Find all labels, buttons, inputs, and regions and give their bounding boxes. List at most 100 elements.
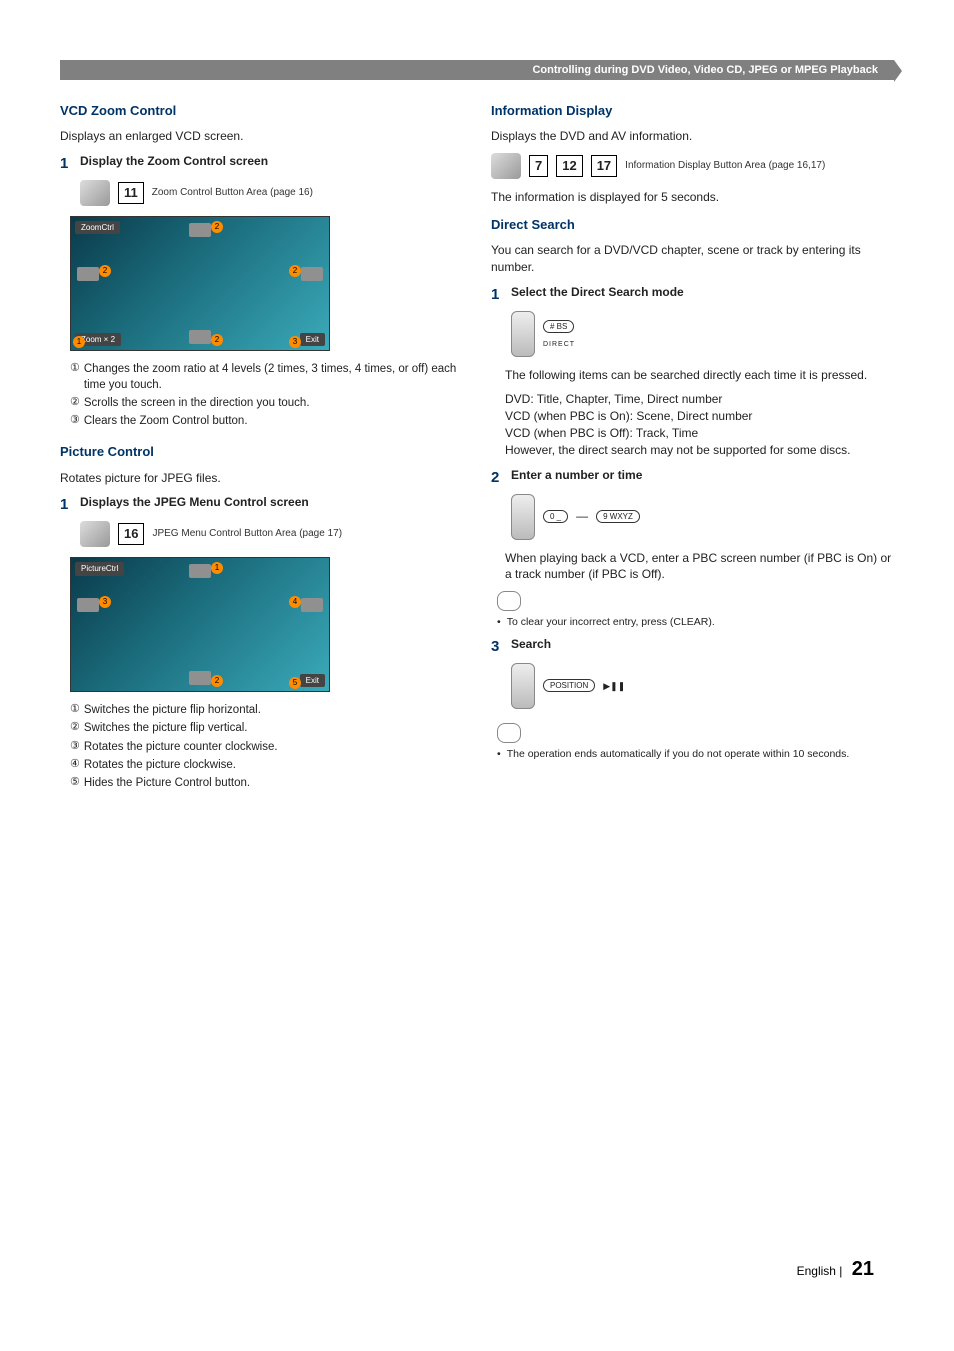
zoom-screenshot: ZoomCtrl Zoom × 2 Exit 1 2 2 2 2 3 bbox=[70, 216, 330, 351]
direct-p4: VCD (when PBC is Off): Track, Time bbox=[505, 425, 894, 442]
clear-note: • To clear your incorrect entry, press (… bbox=[497, 615, 894, 630]
badge-17: 17 bbox=[591, 155, 617, 177]
note-icon bbox=[497, 723, 521, 743]
step-label: Displays the JPEG Menu Control screen bbox=[80, 494, 309, 511]
direct-p1: The following items can be searched dire… bbox=[505, 367, 894, 384]
picture-step1: 1 Displays the JPEG Menu Control screen bbox=[60, 494, 463, 515]
key-0: 0 _ bbox=[543, 510, 568, 523]
ss-label: ZoomCtrl bbox=[75, 221, 120, 234]
ss-exit-label: Exit bbox=[300, 333, 325, 346]
hand-icon bbox=[491, 153, 521, 179]
flip-h-icon bbox=[189, 564, 211, 578]
clear-note-row bbox=[497, 591, 894, 611]
end-note-text: The operation ends automatically if you … bbox=[507, 747, 850, 762]
step-label: Search bbox=[511, 636, 551, 653]
marker-3: 3 bbox=[289, 336, 301, 348]
direct-title: Direct Search bbox=[491, 216, 894, 234]
info-title: Information Display bbox=[491, 102, 894, 120]
list-item: ②Switches the picture flip vertical. bbox=[70, 720, 463, 736]
circ-2-icon: ② bbox=[70, 720, 80, 736]
circ-1-icon: ① bbox=[70, 361, 80, 393]
info-note: The information is displayed for 5 secon… bbox=[491, 189, 894, 206]
rotate-ccw-icon bbox=[77, 598, 99, 612]
flip-v-icon bbox=[189, 671, 211, 685]
list-item: ③Rotates the picture counter clockwise. bbox=[70, 739, 463, 755]
step-number: 1 bbox=[60, 153, 74, 174]
key-hash-bs: # BS bbox=[543, 320, 574, 333]
direct-p6: When playing back a VCD, enter a PBC scr… bbox=[505, 550, 894, 584]
marker-3: 3 bbox=[99, 596, 111, 608]
direct-step1: 1 Select the Direct Search mode bbox=[491, 284, 894, 305]
header-title: Controlling during DVD Video, Video CD, … bbox=[532, 64, 878, 76]
direct-p2: DVD: Title, Chapter, Time, Direct number bbox=[505, 391, 894, 408]
info-badge-row: 7 12 17 Information Display Button Area … bbox=[491, 153, 894, 179]
step-number: 1 bbox=[60, 494, 74, 515]
arrow-down-icon bbox=[189, 330, 211, 344]
direct-desc: You can search for a DVD/VCD chapter, sc… bbox=[491, 242, 894, 276]
arrow-right-icon bbox=[301, 267, 323, 281]
rotate-cw-icon bbox=[301, 598, 323, 612]
hand-icon bbox=[80, 180, 110, 206]
key-sub: DIRECT bbox=[543, 341, 575, 348]
list-item: ④Rotates the picture clockwise. bbox=[70, 757, 463, 773]
right-column: Information Display Displays the DVD and… bbox=[491, 94, 894, 793]
key-stack: # BS DIRECT bbox=[543, 317, 575, 351]
ss-exit-label: Exit bbox=[300, 674, 325, 687]
vcd-zoom-desc: Displays an enlarged VCD screen. bbox=[60, 128, 463, 145]
item-text: Changes the zoom ratio at 4 levels (2 ti… bbox=[84, 361, 463, 393]
header-band: Controlling during DVD Video, Video CD, … bbox=[60, 60, 894, 80]
step-label: Display the Zoom Control screen bbox=[80, 153, 268, 170]
badge-caption: Zoom Control Button Area (page 16) bbox=[152, 187, 313, 199]
marker-2: 2 bbox=[211, 675, 223, 687]
circ-3-icon: ③ bbox=[70, 413, 80, 429]
picture-screenshot: PictureCtrl Exit 1 2 3 4 5 bbox=[70, 557, 330, 692]
circ-3-icon: ③ bbox=[70, 739, 80, 755]
item-text: Rotates the picture clockwise. bbox=[84, 757, 236, 773]
item-text: Scrolls the screen in the direction you … bbox=[84, 395, 310, 411]
list-item: ⑤Hides the Picture Control button. bbox=[70, 775, 463, 791]
bullet-icon: • bbox=[497, 747, 501, 762]
page-footer: English | 21 bbox=[797, 1258, 874, 1281]
marker-2b: 2 bbox=[99, 265, 111, 277]
direct-p3: VCD (when PBC is On): Scene, Direct numb… bbox=[505, 408, 894, 425]
circ-4-icon: ④ bbox=[70, 757, 80, 773]
note-icon bbox=[497, 591, 521, 611]
list-item: ①Changes the zoom ratio at 4 levels (2 t… bbox=[70, 361, 463, 393]
step-label: Select the Direct Search mode bbox=[511, 284, 684, 301]
marker-2a: 2 bbox=[211, 221, 223, 233]
badge-caption: JPEG Menu Control Button Area (page 17) bbox=[152, 528, 342, 540]
badge-11: 11 bbox=[118, 182, 144, 204]
vcd-badge-row: 11 Zoom Control Button Area (page 16) bbox=[80, 180, 463, 206]
circ-2-icon: ② bbox=[70, 395, 80, 411]
key-position: POSITION bbox=[543, 679, 595, 692]
badge-7: 7 bbox=[529, 155, 548, 177]
ss-label: PictureCtrl bbox=[75, 562, 124, 575]
hand-icon bbox=[80, 521, 110, 547]
arrow-left-icon bbox=[77, 267, 99, 281]
badge-16: 16 bbox=[118, 523, 144, 545]
item-text: Switches the picture flip vertical. bbox=[84, 720, 248, 736]
marker-2c: 2 bbox=[289, 265, 301, 277]
direct-key1-row: # BS DIRECT bbox=[511, 311, 894, 357]
content-columns: VCD Zoom Control Displays an enlarged VC… bbox=[60, 94, 894, 793]
marker-1: 1 bbox=[73, 336, 85, 348]
picture-badge-row: 16 JPEG Menu Control Button Area (page 1… bbox=[80, 521, 463, 547]
picture-desc: Rotates picture for JPEG files. bbox=[60, 470, 463, 487]
arrow-up-icon bbox=[189, 223, 211, 237]
play-pause-icon: ▶❚❚ bbox=[603, 680, 625, 693]
step-number: 2 bbox=[491, 467, 505, 488]
item-text: Hides the Picture Control button. bbox=[84, 775, 250, 791]
marker-1: 1 bbox=[211, 562, 223, 574]
remote-icon bbox=[511, 311, 535, 357]
vcd-step1: 1 Display the Zoom Control screen bbox=[60, 153, 463, 174]
item-text: Clears the Zoom Control button. bbox=[84, 413, 248, 429]
item-text: Rotates the picture counter clockwise. bbox=[84, 739, 278, 755]
step-number: 3 bbox=[491, 636, 505, 657]
remote-icon bbox=[511, 663, 535, 709]
step-number: 1 bbox=[491, 284, 505, 305]
direct-p5: However, the direct search may not be su… bbox=[505, 442, 894, 459]
vcd-zoom-title: VCD Zoom Control bbox=[60, 102, 463, 120]
item-text: Switches the picture flip horizontal. bbox=[84, 702, 261, 718]
picture-title: Picture Control bbox=[60, 443, 463, 461]
badge-caption: Information Display Button Area (page 16… bbox=[625, 160, 825, 172]
